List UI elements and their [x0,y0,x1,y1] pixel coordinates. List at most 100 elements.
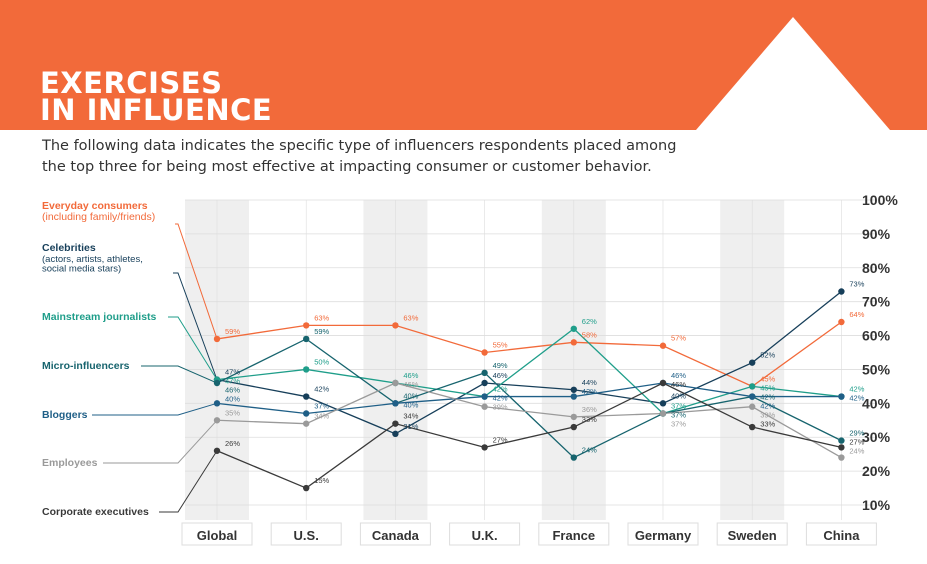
data-label: 42% [760,392,775,401]
page-title-line2: IN INFLUENCE [40,93,273,127]
data-point [570,393,577,400]
x-category-box [449,522,521,546]
legend-label: Corporate executives [42,506,149,518]
y-tick-label: 100% [862,192,898,208]
data-point [838,437,845,444]
data-label: 46% [493,371,508,380]
data-point [570,325,577,332]
x-category-box [538,522,610,546]
data-point [481,403,488,410]
data-label: 45% [760,374,775,383]
legend-connector [141,365,218,384]
data-label: 24% [849,447,864,456]
data-point [303,393,310,400]
x-category-box [181,522,253,546]
page-title: EXERCISES IN INFLUENCE [40,69,273,127]
data-label: 44% [582,378,597,387]
data-label: 33% [760,419,775,428]
data-point [838,288,845,295]
data-point [749,359,756,366]
legend-label: Celebrities [42,242,96,254]
data-label: 42% [849,385,864,394]
legend-connector [103,419,218,464]
data-point [481,393,488,400]
series-lines [216,290,842,489]
data-point [570,413,577,421]
series-line [216,382,842,459]
data-label: 42% [493,385,508,394]
data-label: 52% [760,351,775,360]
data-label: 39% [493,403,508,412]
data-point [481,369,488,377]
data-label: 42% [760,401,775,410]
y-tick-label: 90% [862,226,891,242]
data-point [481,379,488,387]
x-tick-label: Global [197,528,237,543]
data-label: 45% [760,383,775,392]
data-point [659,379,667,387]
y-tick-label: 20% [862,463,891,479]
y-tick-label: 70% [862,294,891,310]
data-label: 42% [582,387,597,396]
data-label: 58% [582,330,597,339]
data-label: 63% [314,313,329,322]
y-tick-label: 60% [862,328,891,344]
x-category-box [359,522,431,546]
data-label: 63% [403,313,418,322]
data-label: 35% [225,408,240,417]
data-label: 46% [671,371,686,380]
data-label: 33% [582,415,597,424]
data-point [392,420,399,427]
data-label: 46% [403,371,418,380]
data-label: 46% [403,380,418,389]
legend-sublabel: (actors, artists, athletes, [42,254,143,265]
header-banner: EXERCISES IN INFLUENCE [0,0,927,130]
data-label: 37% [671,420,686,429]
data-label: 24% [582,446,597,455]
data-labels: 59%47%47%46%40%35%26%63%59%50%42%37%34%1… [225,280,865,486]
data-label: 34% [403,412,418,421]
series-line [216,327,842,415]
data-label: 37% [314,402,329,411]
legend-sublabel: social media stars) [42,264,121,275]
grid-lines [185,199,875,520]
data-point [838,318,845,326]
x-tick-label: China [823,528,860,543]
data-point [392,322,399,329]
y-axis: 100% 90% 80% 70% 60% 50% 40% 30% 20% 10% [862,192,898,513]
x-axis: Global U.S. Canada U.K. France Germany Sweden C… [181,522,877,546]
data-point [392,430,399,438]
x-category-box [716,522,788,546]
data-point [749,393,756,400]
data-label: 27% [493,435,508,444]
data-label: 31% [403,422,418,431]
x-category-box [805,522,877,546]
x-category-box [627,522,699,546]
y-tick-label: 50% [862,361,891,377]
series-line [216,382,842,415]
data-label: 42% [314,385,329,394]
data-label: 40% [225,395,240,404]
header-background [0,0,927,130]
x-category-box [270,522,342,546]
data-label: 46% [671,380,686,389]
legend-connector [173,272,218,380]
data-point [303,484,310,492]
y-tick-label: 10% [862,497,891,513]
data-label: 62% [582,317,597,326]
data-point [392,379,399,387]
data-point [481,444,488,451]
data-label: 27% [849,438,864,447]
data-label: 64% [849,310,864,319]
data-label: 39% [760,410,775,419]
data-point [481,349,488,356]
series-line [216,338,842,459]
data-point [303,366,310,373]
data-label: 36% [582,405,597,414]
data-label: 47% [225,377,240,386]
x-tick-label: France [552,528,595,543]
legend: Everyday consumers(including family/frie… [42,200,157,518]
y-tick-label: 40% [862,395,891,411]
page-subtitle: The following data indicates the specifi… [42,138,677,175]
data-label: 26% [225,439,240,448]
